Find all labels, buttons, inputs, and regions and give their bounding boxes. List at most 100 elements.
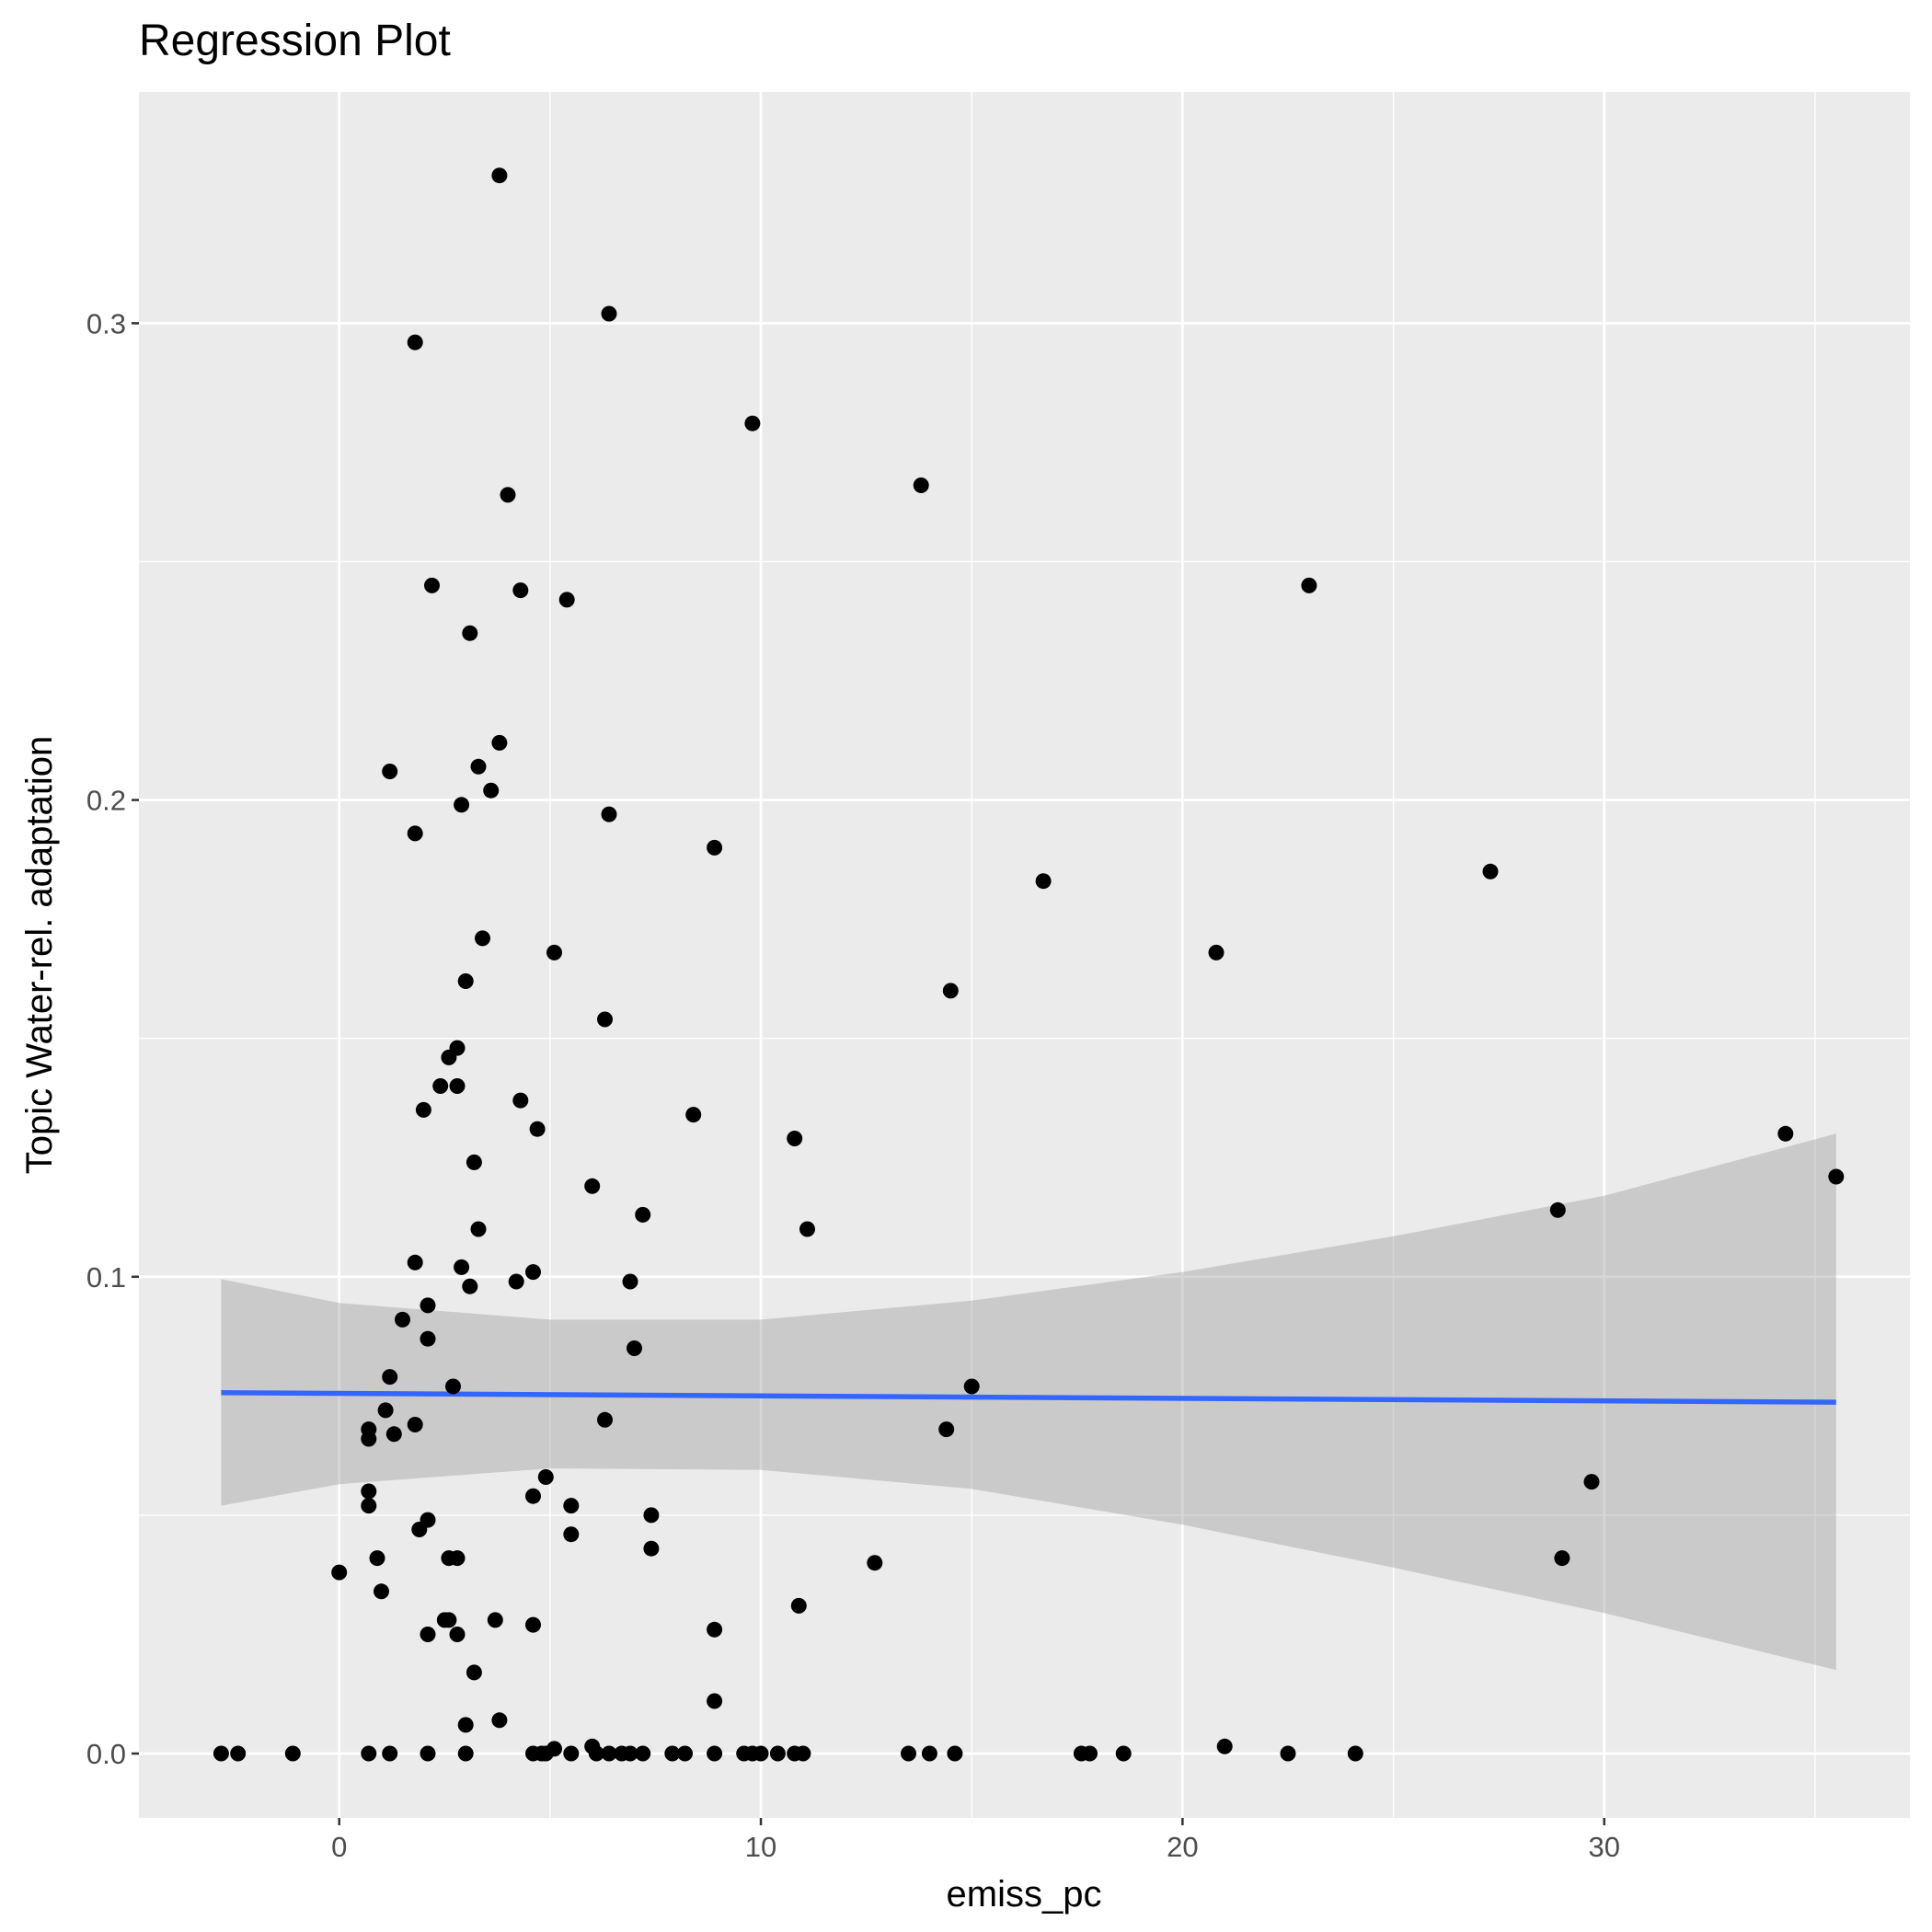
data-point bbox=[753, 1745, 769, 1762]
regression-line-layer bbox=[221, 1389, 1836, 1405]
data-point bbox=[331, 1564, 348, 1581]
data-point bbox=[432, 1078, 449, 1094]
data-point bbox=[1035, 873, 1052, 890]
data-point bbox=[635, 1745, 651, 1762]
data-point bbox=[407, 1417, 423, 1432]
data-point bbox=[601, 305, 617, 322]
data-point bbox=[449, 1627, 466, 1642]
data-point bbox=[529, 1121, 546, 1137]
data-point bbox=[361, 1498, 377, 1514]
data-point bbox=[1549, 1202, 1566, 1218]
regression-line bbox=[221, 1389, 1836, 1405]
data-point bbox=[424, 577, 440, 593]
x-tick-label: 10 bbox=[745, 1831, 776, 1863]
data-point bbox=[525, 1616, 541, 1633]
data-point bbox=[420, 1330, 436, 1347]
data-point bbox=[947, 1745, 963, 1762]
data-point bbox=[512, 1092, 529, 1109]
data-point bbox=[462, 625, 478, 641]
data-point bbox=[361, 1431, 377, 1447]
data-point bbox=[491, 734, 508, 751]
data-point bbox=[921, 1745, 937, 1762]
data-point bbox=[407, 334, 423, 351]
data-point bbox=[491, 167, 508, 184]
data-point bbox=[449, 1550, 466, 1567]
data-point bbox=[213, 1745, 229, 1762]
data-point bbox=[457, 973, 474, 989]
plot-panel bbox=[139, 92, 1910, 1818]
data-point bbox=[457, 1717, 474, 1733]
x-tick-label: 20 bbox=[1167, 1831, 1198, 1863]
data-point bbox=[487, 1612, 503, 1628]
data-point bbox=[799, 1221, 815, 1237]
data-point bbox=[369, 1550, 385, 1567]
data-point bbox=[1777, 1125, 1794, 1142]
data-point bbox=[1082, 1745, 1098, 1762]
data-point bbox=[512, 582, 529, 599]
data-point bbox=[415, 1101, 431, 1118]
data-point bbox=[707, 1621, 723, 1638]
data-point bbox=[377, 1402, 394, 1419]
data-point bbox=[441, 1612, 457, 1628]
data-point bbox=[470, 1221, 487, 1237]
data-point bbox=[385, 1426, 402, 1443]
data-point bbox=[483, 782, 500, 799]
data-point bbox=[601, 1745, 617, 1762]
data-point bbox=[420, 1297, 436, 1314]
data-point bbox=[537, 1469, 554, 1485]
data-point bbox=[449, 1078, 466, 1094]
data-point bbox=[475, 930, 490, 947]
data-point bbox=[462, 1278, 478, 1294]
data-point bbox=[769, 1745, 786, 1762]
data-point bbox=[1583, 1474, 1600, 1490]
data-point bbox=[1828, 1168, 1845, 1185]
data-point bbox=[525, 1264, 541, 1281]
data-point bbox=[525, 1488, 541, 1504]
data-point bbox=[744, 415, 761, 431]
data-point bbox=[382, 764, 398, 779]
data-point bbox=[382, 1369, 398, 1386]
data-point bbox=[622, 1273, 638, 1290]
data-point bbox=[627, 1340, 642, 1356]
data-point bbox=[913, 477, 929, 493]
x-tick-label: 30 bbox=[1588, 1831, 1619, 1863]
data-point bbox=[563, 1498, 580, 1514]
data-point bbox=[558, 592, 575, 608]
data-point bbox=[643, 1540, 660, 1557]
data-point bbox=[643, 1507, 660, 1524]
data-point bbox=[635, 1206, 651, 1223]
data-point bbox=[597, 1011, 613, 1028]
data-point bbox=[500, 487, 516, 503]
data-point bbox=[420, 1745, 436, 1762]
data-point bbox=[361, 1745, 377, 1762]
data-point bbox=[466, 1664, 482, 1681]
y-tick-label: 0.1 bbox=[86, 1261, 126, 1294]
data-point bbox=[563, 1526, 580, 1543]
y-tick-label: 0.0 bbox=[86, 1738, 126, 1770]
data-point bbox=[466, 1154, 482, 1170]
data-point bbox=[361, 1483, 377, 1500]
data-point bbox=[938, 1421, 955, 1438]
data-point bbox=[508, 1273, 524, 1290]
data-point bbox=[407, 825, 423, 842]
data-point bbox=[1208, 944, 1225, 960]
y-axis-title: Topic Water-rel. adaptation bbox=[19, 736, 60, 1175]
data-point bbox=[707, 1693, 723, 1709]
data-point bbox=[546, 944, 562, 960]
data-point bbox=[963, 1378, 980, 1395]
data-point bbox=[1216, 1738, 1233, 1754]
data-point bbox=[230, 1745, 247, 1762]
confidence-band-layer bbox=[221, 1133, 1836, 1671]
y-tick-label: 0.3 bbox=[86, 307, 126, 339]
y-axis-ticks: 0.0 0.1 0.2 0.3 bbox=[86, 307, 139, 1770]
data-point bbox=[374, 1583, 389, 1600]
data-point bbox=[563, 1745, 580, 1762]
data-point bbox=[1115, 1745, 1132, 1762]
data-point bbox=[867, 1555, 883, 1571]
data-point bbox=[588, 1745, 604, 1762]
scatter-points bbox=[213, 167, 1845, 1762]
data-point bbox=[1301, 577, 1317, 593]
data-point bbox=[795, 1745, 811, 1762]
chart-title: Regression Plot bbox=[139, 17, 451, 65]
